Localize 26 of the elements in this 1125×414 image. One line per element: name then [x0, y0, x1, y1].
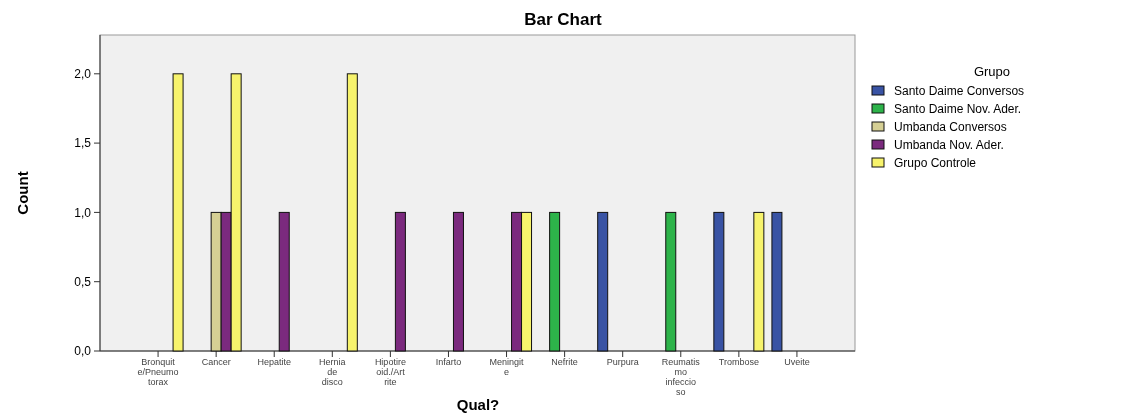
x-tick-label: Hernia de disco: [319, 357, 346, 387]
x-tick-label: Hipotireoid./Artrite: [374, 357, 406, 387]
x-tick-label: Meningite: [489, 357, 525, 377]
y-tick-label: 0,5: [74, 274, 92, 289]
y-tick-label: 1,5: [74, 136, 92, 151]
legend-label: Umbanda Conversos: [894, 120, 1007, 134]
legend-label: Umbanda Nov. Ader.: [894, 138, 1004, 152]
x-tick-label: Infarto: [435, 357, 462, 367]
legend-title: Grupo: [973, 64, 1011, 79]
x-tick-label: Purpura: [606, 357, 639, 367]
y-axis-title: Count: [14, 171, 31, 215]
legend-label: Grupo Controle: [894, 156, 977, 170]
chart-title: Bar Chart: [524, 10, 603, 29]
x-tick-label: Nefrite: [551, 357, 578, 367]
y-tick-label: 1,0: [74, 205, 92, 220]
x-tick-label: Cancer: [201, 357, 231, 367]
x-axis-title: Qual?: [456, 396, 500, 413]
y-tick-label: 2,0: [74, 67, 92, 82]
y-tick-label: 0,0: [74, 344, 92, 359]
legend-label: Santo Daime Conversos: [894, 84, 1025, 98]
x-tick-label: Hepatite: [257, 357, 291, 367]
x-tick-label: Reumatismo infeccioso: [661, 357, 701, 397]
x-tick-label: Trombose: [718, 357, 759, 367]
x-tick-label: Bronquite/Pneumotorax: [137, 357, 179, 387]
x-tick-label: Uveite: [784, 357, 810, 367]
legend-label: Santo Daime Nov. Ader.: [894, 102, 1022, 116]
